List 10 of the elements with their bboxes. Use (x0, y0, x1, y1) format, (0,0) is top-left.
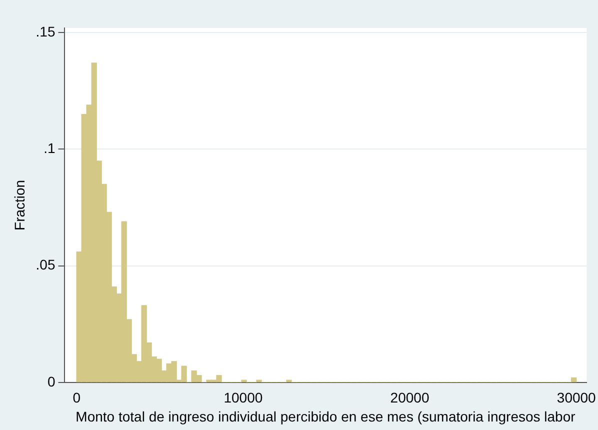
y-tick-label: .1 (44, 140, 56, 156)
y-tick-label: .05 (36, 256, 56, 273)
x-tick-label: 0 (72, 390, 81, 406)
x-tick-label: 20000 (390, 390, 430, 406)
y-tick-label: 0 (47, 373, 56, 390)
y-tick-label: .15 (36, 24, 56, 40)
y-axis-title: Fraction (11, 180, 28, 230)
x-tick-label: 10000 (224, 390, 263, 406)
x-tick-label: 30000 (556, 390, 596, 406)
x-axis-title: Monto total de ingreso individual percibido en ese mes (sumatoria ingresos labor (76, 408, 576, 424)
